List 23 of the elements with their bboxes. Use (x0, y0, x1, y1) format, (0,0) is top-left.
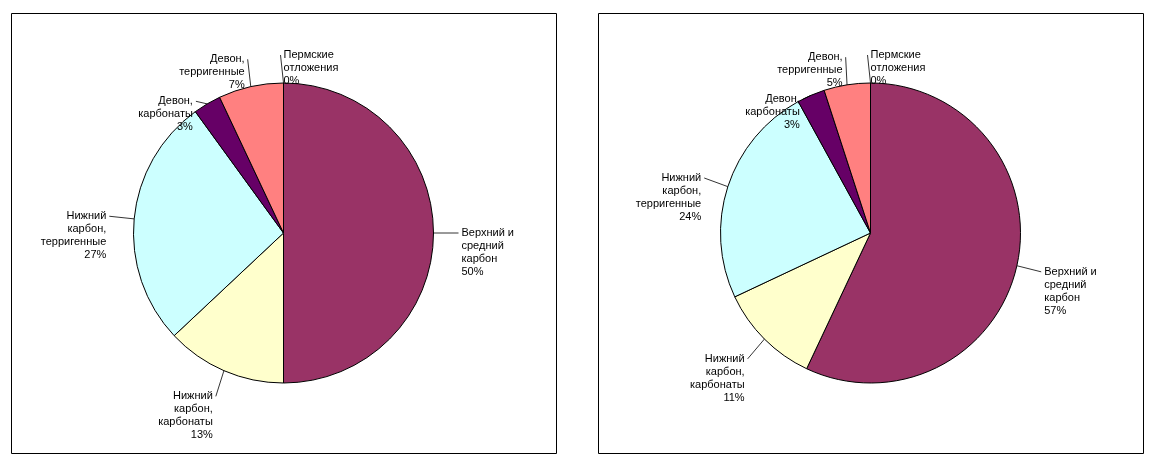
slice-label: Нижний карбон, терригенные (40, 209, 107, 248)
slice-label: Верхний и средний карбон (461, 226, 515, 264)
data-label: 5% (826, 76, 843, 89)
slice-label: Нижний карбон, терригенные (635, 170, 702, 209)
data-label: 13% (190, 428, 214, 441)
slice-label: Девон, карбонаты (138, 94, 193, 120)
data-label: 11% (723, 390, 745, 403)
text: 0% (283, 74, 300, 86)
data-label: 7% (228, 78, 245, 91)
slice-label: Девон, терригенные (777, 50, 843, 76)
data-label: 57% (1044, 303, 1067, 316)
slice-label: Девон, терригенные (179, 52, 245, 78)
data-label: 3% (176, 120, 194, 133)
slice-label: Верхний и средний карбон (1044, 264, 1097, 303)
category-label: Пермские отложения (870, 48, 926, 73)
slice-label: Нижний карбон, карбонаты (690, 351, 745, 390)
data-label: 24% (679, 209, 702, 222)
data-label: 27% (84, 248, 107, 261)
data-label: 3% (783, 118, 801, 131)
category-label: Пермские отложения (283, 48, 339, 73)
slice-label: Нижний карбон, карбонаты (158, 389, 213, 428)
data-label: 50% (461, 265, 484, 277)
text: 0% (870, 74, 887, 86)
